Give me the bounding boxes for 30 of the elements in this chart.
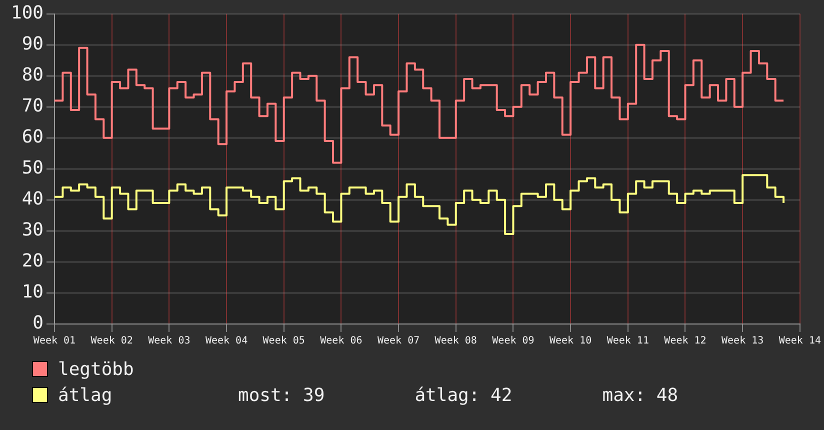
y-tick-label: 60: [22, 126, 44, 148]
y-tick-label: 40: [22, 188, 44, 210]
y-tick-label: 10: [22, 282, 44, 303]
text: átlag: 42: [414, 384, 512, 406]
y-tick-label: 0: [32, 312, 44, 334]
x-tick-label: Week 13: [722, 336, 764, 347]
x-tick-label: Week 04: [205, 336, 248, 347]
text: max: 48: [602, 384, 678, 406]
y-tick-label: 20: [22, 250, 44, 272]
x-tick-label: Week 11: [606, 336, 649, 347]
y-tick-label: 50: [22, 158, 44, 179]
x-tick-label: Week 01: [33, 336, 76, 347]
legend-label: legtöbb: [58, 358, 135, 380]
x-tick-label: Week 10: [549, 336, 592, 347]
x-tick-label: Week 03: [148, 336, 190, 347]
y-tick-label: 90: [22, 33, 44, 54]
x-tick-label: Week 05: [262, 336, 305, 347]
x-tick-label: Week 12: [664, 336, 706, 347]
x-tick-label: Week 06: [320, 336, 362, 347]
x-tick-label: Week 07: [377, 336, 420, 347]
y-tick-label: 70: [22, 96, 44, 117]
x-tick-label: Week 02: [90, 336, 133, 347]
y-tick-label: 100: [10, 2, 44, 24]
x-tick-label: Week 08: [434, 336, 477, 347]
y-tick-label: 80: [22, 64, 44, 86]
x-tick-label: Week 09: [492, 336, 534, 347]
x-tick-label: Week 14: [778, 336, 822, 347]
legend-label: átlag: [58, 384, 114, 406]
text: most: 39: [238, 384, 325, 406]
y-tick-label: 30: [22, 220, 44, 241]
